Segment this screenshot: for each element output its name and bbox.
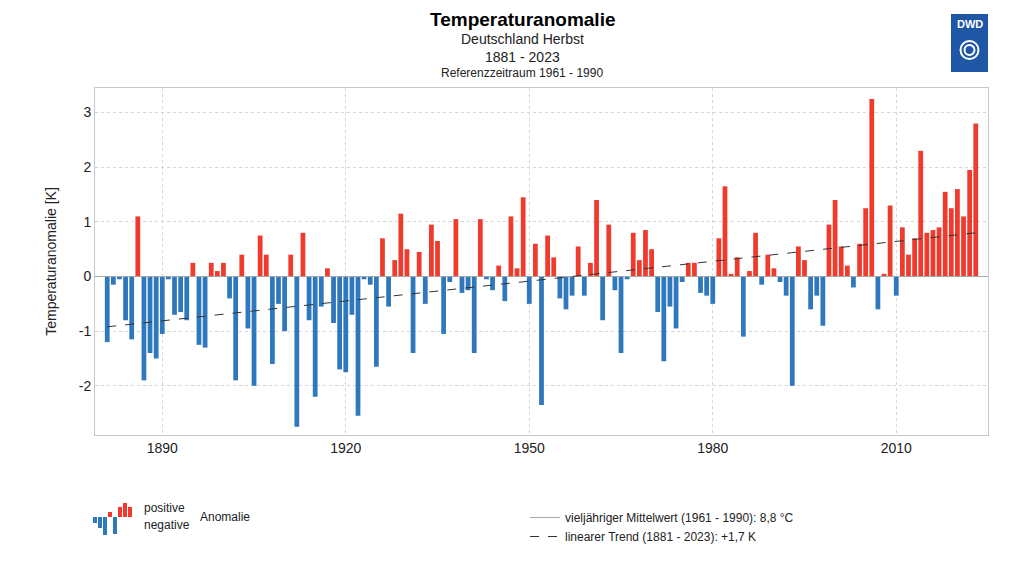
svg-text:1881 - 2023: 1881 - 2023	[485, 49, 560, 65]
svg-text:Referenzzeitraum 1961 - 1990: Referenzzeitraum 1961 - 1990	[441, 66, 603, 80]
svg-text:1: 1	[83, 214, 91, 230]
svg-text:1890: 1890	[147, 440, 178, 456]
svg-text:linearer Trend (1881 - 2023):: linearer Trend (1881 - 2023): +1,7 K	[565, 530, 756, 544]
svg-text:1980: 1980	[697, 440, 728, 456]
svg-text:3: 3	[83, 104, 91, 120]
svg-text:vieljähriger Mittelwert (1961: vieljähriger Mittelwert (1961 - 1990): 8…	[565, 511, 794, 525]
svg-text:DWD: DWD	[957, 18, 983, 30]
svg-text:Temperaturanomalie [K]: Temperaturanomalie [K]	[43, 187, 59, 336]
svg-text:Deutschland Herbst: Deutschland Herbst	[461, 31, 584, 47]
svg-text:0: 0	[83, 268, 91, 284]
svg-text:positive: positive	[144, 501, 185, 515]
svg-text:1920: 1920	[330, 440, 361, 456]
svg-text:Temperaturanomalie: Temperaturanomalie	[430, 9, 615, 30]
svg-text:Anomalie: Anomalie	[200, 510, 250, 524]
svg-text:1950: 1950	[514, 440, 545, 456]
svg-text:2010: 2010	[881, 440, 912, 456]
svg-text:2: 2	[83, 159, 91, 175]
svg-text:-1: -1	[79, 323, 92, 339]
svg-text:-2: -2	[79, 378, 92, 394]
svg-text:negative: negative	[144, 518, 190, 532]
